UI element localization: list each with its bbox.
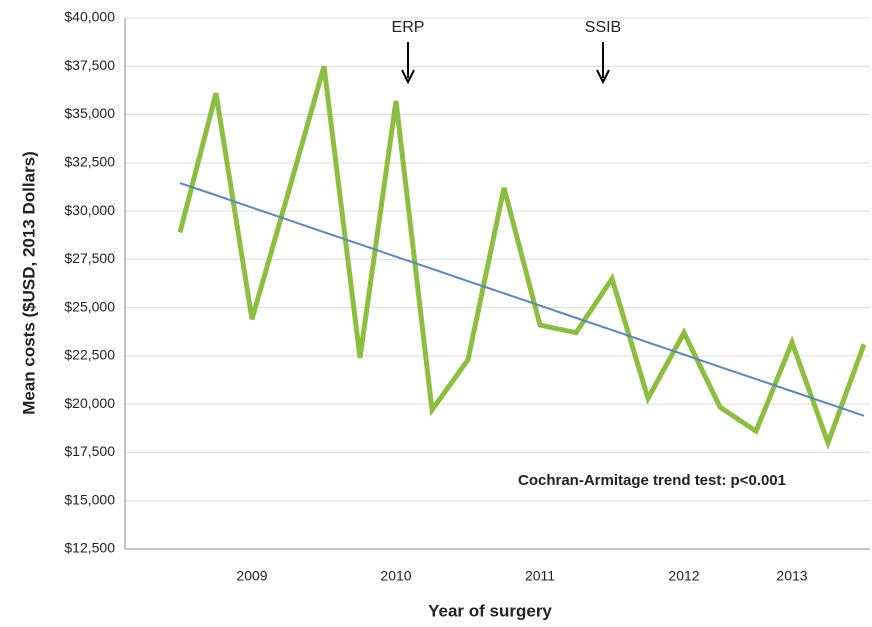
note: Cochran-Armitage trend test: p<0.001 bbox=[518, 472, 786, 489]
y-tick-label: $20,000 bbox=[64, 395, 115, 411]
y-tick-label: $40,000 bbox=[64, 9, 115, 25]
x-tick-label: 2009 bbox=[236, 568, 267, 584]
x-axis-title: Year of surgery bbox=[428, 601, 552, 620]
y-tick-label: $27,500 bbox=[64, 250, 115, 266]
y-axis-title: Mean costs ($USD, 2013 Dollars) bbox=[19, 151, 38, 415]
y-tick-label: $22,500 bbox=[64, 347, 115, 363]
x-tick-label: 2011 bbox=[525, 568, 555, 584]
y-tick-label: $17,500 bbox=[64, 443, 115, 459]
y-tick-label: $25,000 bbox=[64, 298, 115, 314]
trend-line bbox=[179, 182, 865, 417]
y-tick-label: $35,000 bbox=[64, 105, 115, 121]
y-tick-label: $30,000 bbox=[64, 202, 115, 218]
x-tick-label: 2012 bbox=[668, 568, 699, 584]
y-tick-label: $15,000 bbox=[64, 491, 115, 507]
data-line bbox=[177, 65, 867, 451]
x-tick-label: 2010 bbox=[380, 568, 411, 584]
y-tick-label: $32,500 bbox=[64, 154, 115, 170]
x-tick-label: 2013 bbox=[776, 568, 807, 584]
arrow-head bbox=[596, 69, 610, 85]
y-tick-label: $37,500 bbox=[64, 57, 115, 73]
annotation: SSIB bbox=[585, 19, 621, 36]
annotation: ERP bbox=[392, 19, 425, 36]
y-tick-label: $12,500 bbox=[64, 540, 115, 556]
arrow-head bbox=[401, 69, 415, 85]
